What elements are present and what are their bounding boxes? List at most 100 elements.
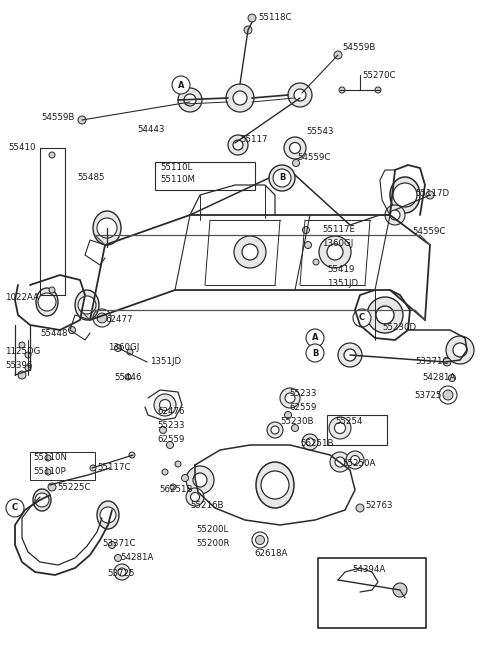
Circle shape xyxy=(170,484,176,490)
Circle shape xyxy=(38,293,56,311)
Text: 1360GJ: 1360GJ xyxy=(322,238,353,247)
Circle shape xyxy=(329,417,351,439)
Text: 55200L: 55200L xyxy=(196,525,228,534)
Circle shape xyxy=(6,499,24,517)
Circle shape xyxy=(25,352,31,358)
Circle shape xyxy=(175,461,181,467)
Text: 55216B: 55216B xyxy=(190,501,224,510)
Circle shape xyxy=(443,358,451,366)
Circle shape xyxy=(334,51,342,59)
Ellipse shape xyxy=(75,290,99,320)
Circle shape xyxy=(276,172,288,184)
Text: 53371C: 53371C xyxy=(415,357,448,367)
Text: 62476: 62476 xyxy=(157,408,184,417)
Circle shape xyxy=(356,504,364,512)
Circle shape xyxy=(393,583,407,597)
Text: 55396: 55396 xyxy=(5,361,32,370)
Circle shape xyxy=(335,457,345,467)
Circle shape xyxy=(49,287,55,293)
Text: 54559C: 54559C xyxy=(412,227,445,236)
Circle shape xyxy=(385,205,405,225)
Circle shape xyxy=(159,426,167,434)
Circle shape xyxy=(48,483,56,491)
Ellipse shape xyxy=(97,501,119,529)
Text: 55254: 55254 xyxy=(335,417,362,426)
Circle shape xyxy=(154,394,176,416)
Circle shape xyxy=(339,87,345,93)
Circle shape xyxy=(45,469,51,475)
Circle shape xyxy=(288,83,312,107)
Circle shape xyxy=(306,344,324,362)
Circle shape xyxy=(78,116,86,124)
Circle shape xyxy=(228,135,248,155)
Text: 54281A: 54281A xyxy=(422,374,456,383)
Circle shape xyxy=(261,471,289,499)
Circle shape xyxy=(285,393,295,403)
Text: 56251B: 56251B xyxy=(300,439,334,447)
Text: 54559B: 54559B xyxy=(342,44,375,53)
Circle shape xyxy=(453,343,467,357)
Bar xyxy=(318,558,426,628)
Circle shape xyxy=(273,169,291,187)
Text: 55270C: 55270C xyxy=(362,70,396,79)
Circle shape xyxy=(184,94,196,106)
Circle shape xyxy=(118,568,126,576)
Circle shape xyxy=(178,88,202,112)
Text: 55230D: 55230D xyxy=(382,324,416,333)
Circle shape xyxy=(90,465,96,471)
Text: 1351JD: 1351JD xyxy=(150,357,181,367)
Text: 55233: 55233 xyxy=(289,389,316,398)
Text: 55117: 55117 xyxy=(240,135,267,145)
Circle shape xyxy=(375,87,381,93)
Text: B: B xyxy=(312,348,318,357)
Text: 55419: 55419 xyxy=(327,266,354,275)
Circle shape xyxy=(19,342,25,348)
Circle shape xyxy=(446,336,474,364)
Circle shape xyxy=(97,313,107,323)
Text: 62559: 62559 xyxy=(289,402,316,411)
Text: 52763: 52763 xyxy=(365,501,393,510)
Text: 55446: 55446 xyxy=(114,374,142,383)
Circle shape xyxy=(115,344,121,352)
Circle shape xyxy=(127,349,133,355)
Text: 55117C: 55117C xyxy=(97,464,131,473)
Text: 55485: 55485 xyxy=(77,174,105,182)
Bar xyxy=(155,162,255,190)
Circle shape xyxy=(291,424,299,432)
Text: 55110M: 55110M xyxy=(160,176,195,184)
Text: 55225C: 55225C xyxy=(57,484,91,493)
Circle shape xyxy=(125,374,131,380)
Text: 55200R: 55200R xyxy=(196,538,229,547)
Text: 54394A: 54394A xyxy=(352,566,385,574)
Text: 53725: 53725 xyxy=(414,391,442,400)
Circle shape xyxy=(181,475,189,482)
Circle shape xyxy=(269,165,295,191)
Ellipse shape xyxy=(93,211,121,245)
Circle shape xyxy=(226,84,254,112)
Text: 55543: 55543 xyxy=(306,128,334,137)
Text: 55410: 55410 xyxy=(8,143,36,152)
Ellipse shape xyxy=(36,288,58,316)
Circle shape xyxy=(248,14,256,22)
Circle shape xyxy=(335,422,346,434)
Circle shape xyxy=(367,297,403,333)
Circle shape xyxy=(267,422,283,438)
Text: C: C xyxy=(359,314,365,322)
Text: 62559: 62559 xyxy=(157,436,184,445)
Text: B: B xyxy=(279,174,285,182)
Text: 54559B: 54559B xyxy=(42,113,75,122)
Text: 55117E: 55117E xyxy=(322,225,355,234)
Text: 55250A: 55250A xyxy=(342,458,375,467)
Bar xyxy=(327,415,387,445)
Circle shape xyxy=(448,374,456,381)
Text: A: A xyxy=(178,81,184,89)
Circle shape xyxy=(49,152,55,158)
Circle shape xyxy=(186,466,214,494)
Text: 1022AA: 1022AA xyxy=(5,294,39,303)
Circle shape xyxy=(186,488,204,506)
Circle shape xyxy=(271,426,279,434)
Circle shape xyxy=(97,218,117,238)
Circle shape xyxy=(100,507,116,523)
Circle shape xyxy=(191,493,200,501)
Text: 55230B: 55230B xyxy=(280,417,313,426)
